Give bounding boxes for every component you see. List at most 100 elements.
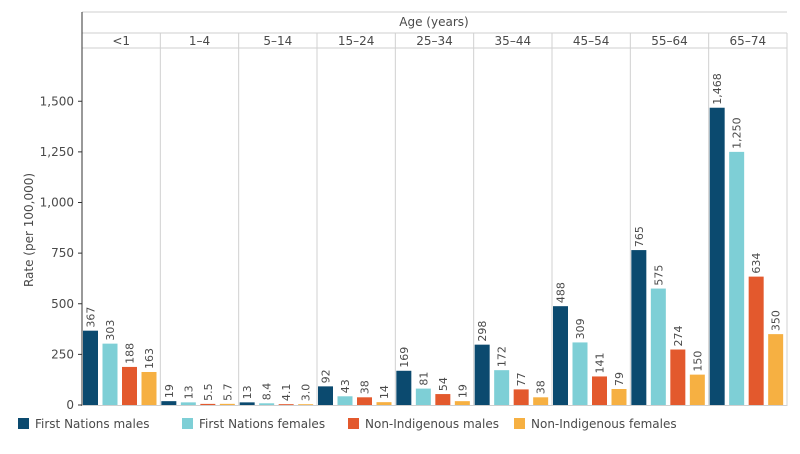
data-label: 92 — [320, 369, 333, 383]
bar — [141, 371, 157, 405]
bar — [435, 394, 451, 405]
data-label: 13 — [241, 385, 254, 399]
bar — [689, 374, 705, 405]
data-label: 488 — [555, 282, 568, 303]
bar — [83, 330, 98, 405]
data-label: 575 — [652, 265, 665, 286]
bar — [298, 404, 314, 405]
category-label: 25–34 — [416, 34, 453, 48]
bar — [709, 107, 725, 405]
data-label: 188 — [124, 343, 137, 364]
data-label: 38 — [535, 380, 548, 394]
legend-swatch — [348, 418, 359, 429]
bar — [278, 404, 294, 405]
legend-swatch — [18, 418, 29, 429]
bar — [318, 386, 333, 405]
bar — [748, 276, 764, 405]
data-label: 1,468 — [711, 73, 724, 105]
data-label: 5.5 — [202, 383, 215, 401]
y-tick-label: 0 — [66, 398, 74, 412]
category-label: 65–74 — [730, 34, 767, 48]
bar — [122, 366, 137, 405]
bar — [102, 343, 118, 405]
data-label: 765 — [633, 226, 646, 247]
bar — [415, 388, 431, 405]
category-label: 5–14 — [263, 34, 292, 48]
category-label: <1 — [112, 34, 130, 48]
legend-label: First Nations females — [199, 417, 325, 431]
data-label: 19 — [163, 384, 176, 398]
bars — [83, 107, 784, 405]
data-label: 172 — [496, 346, 509, 367]
legend-swatch — [514, 418, 525, 429]
legend-label: First Nations males — [35, 417, 149, 431]
category-label: 45–54 — [573, 34, 610, 48]
bar — [161, 401, 177, 405]
legend: First Nations males First Nations females… — [18, 417, 677, 431]
bar — [729, 151, 745, 405]
legend-label: Non-Indigenous females — [531, 417, 677, 431]
bar — [474, 344, 490, 405]
y-tick-label: 250 — [51, 347, 74, 361]
y-tick-label: 1,500 — [40, 94, 74, 108]
data-label: 163 — [143, 348, 156, 369]
data-labels: 367 19 13 92 169 298 488 765 1,468 303 13 8.4 43 81 17… — [85, 73, 783, 401]
y-axis-title: Rate (per 100,000) — [22, 173, 36, 287]
data-label: 350 — [770, 310, 783, 331]
bar — [513, 389, 529, 405]
bar — [219, 403, 235, 405]
bar — [592, 376, 607, 405]
bar — [533, 397, 549, 405]
facet-title: Age (years) — [399, 15, 468, 29]
data-label: 141 — [594, 352, 607, 373]
data-label: 5.7 — [221, 383, 234, 401]
category-label: 15–24 — [338, 34, 375, 48]
bar — [239, 402, 255, 405]
legend-label: Non-Indigenous males — [365, 417, 499, 431]
bar — [376, 402, 392, 405]
bar — [670, 349, 686, 405]
data-label: 3.0 — [300, 384, 313, 402]
bar — [180, 402, 196, 405]
category-label: 55–64 — [651, 34, 688, 48]
y-tick-label: 500 — [51, 297, 74, 311]
bar — [259, 403, 275, 405]
bar — [357, 397, 372, 405]
data-label: 1,250 — [731, 117, 744, 149]
category-headers: <1 1–4 5–14 15–24 25–34 35–44 45–54 55–64 65–74 — [112, 34, 766, 48]
data-label: 274 — [672, 326, 685, 347]
y-axis-ticks: 0 250 500 750 1,000 1,250 1,500 — [40, 94, 82, 412]
data-label: 298 — [476, 321, 489, 342]
bar — [553, 306, 568, 405]
data-label: 13 — [182, 385, 195, 399]
bar — [494, 370, 510, 405]
data-label: 79 — [613, 372, 626, 386]
facet-panels — [81, 11, 788, 406]
legend-swatch — [182, 418, 193, 429]
category-label: 1–4 — [189, 34, 210, 48]
data-label: 19 — [456, 384, 469, 398]
data-label: 367 — [85, 307, 98, 328]
category-label: 35–44 — [495, 34, 532, 48]
data-label: 634 — [750, 253, 763, 274]
bar — [572, 342, 588, 405]
data-label: 4.1 — [280, 384, 293, 402]
bar — [396, 370, 412, 405]
data-label: 150 — [691, 351, 704, 372]
bar — [337, 396, 353, 405]
bar — [611, 389, 627, 405]
data-label: 38 — [359, 380, 372, 394]
bar — [650, 288, 666, 405]
data-label: 303 — [104, 320, 117, 341]
y-tick-label: 1,250 — [40, 145, 74, 159]
data-label: 77 — [515, 372, 528, 386]
y-tick-label: 1,000 — [40, 196, 74, 210]
data-label: 81 — [417, 372, 430, 386]
data-label: 309 — [574, 318, 587, 339]
y-tick-label: 750 — [51, 246, 74, 260]
data-label: 8.4 — [261, 383, 274, 401]
bar — [768, 334, 784, 405]
data-label: 169 — [398, 347, 411, 368]
